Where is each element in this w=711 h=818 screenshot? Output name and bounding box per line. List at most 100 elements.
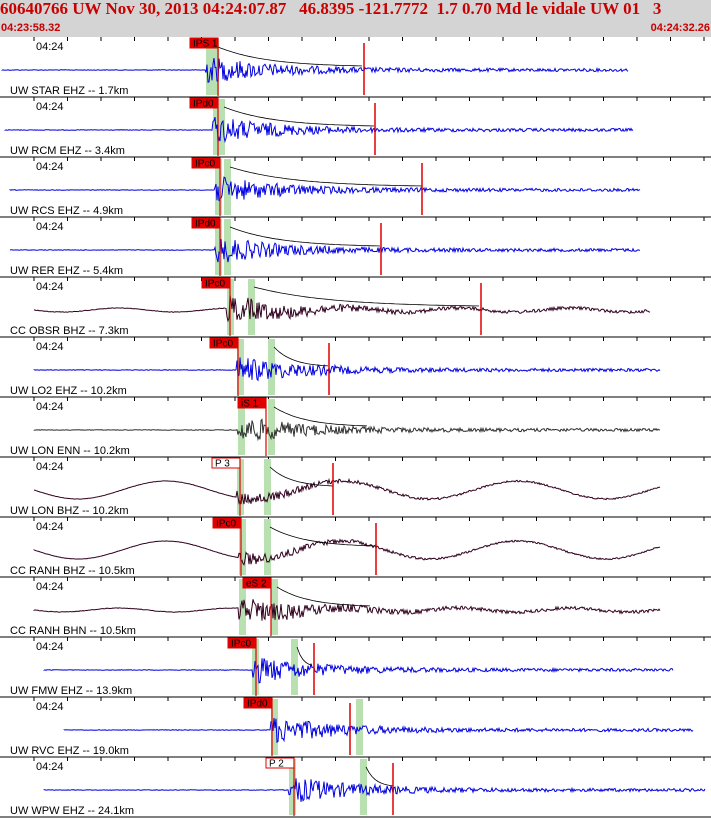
trace-panel[interactable]: iS 1 04:24 UW LON ENN -- 10.2km bbox=[0, 397, 711, 458]
coda-decay-curve bbox=[269, 466, 334, 487]
trace-panel[interactable]: IPd0 04:24 UW RCM EHZ -- 3.4km bbox=[0, 97, 711, 158]
coda-decay-curve bbox=[229, 166, 423, 187]
s-window bbox=[360, 759, 367, 815]
time-label: 04:24 bbox=[36, 221, 64, 233]
time-ticks bbox=[33, 697, 705, 701]
waveform bbox=[43, 778, 706, 802]
coda-decay-curve bbox=[217, 46, 362, 67]
s-window bbox=[248, 279, 255, 335]
time-label: 04:24 bbox=[36, 521, 64, 533]
phase-pick[interactable]: eS 2 bbox=[242, 577, 272, 636]
waveform bbox=[33, 295, 651, 323]
phase-pick[interactable]: iS 1 bbox=[237, 397, 267, 456]
trace-panel[interactable]: IPc0 04:24 UW FMW EHZ -- 13.9km bbox=[0, 637, 711, 698]
time-ticks bbox=[33, 577, 705, 581]
time-label: 04:24 bbox=[36, 581, 64, 593]
station-label: UW RER EHZ -- 5.4km bbox=[10, 265, 123, 277]
event-title: 60640766 UW Nov 30, 2013 04:24:07.87 46.… bbox=[0, 0, 662, 18]
event-header: 60640766 UW Nov 30, 2013 04:24:07.87 46.… bbox=[0, 0, 711, 37]
waveform bbox=[63, 717, 694, 744]
trace-panel[interactable]: IPS 1 04:24 UW STAR EHZ -- 1.7km bbox=[0, 37, 711, 98]
phase-pick[interactable]: IPc0 bbox=[191, 157, 221, 216]
phase-pick[interactable]: IPd0 bbox=[191, 217, 221, 276]
time-label: 04:24 bbox=[36, 641, 64, 653]
station-label: UW RCM EHZ -- 3.4km bbox=[10, 145, 125, 157]
waveform bbox=[33, 599, 661, 621]
s-window bbox=[264, 459, 271, 515]
seismogram-plot[interactable]: IPS 1 04:24 UW STAR EHZ -- 1.7km IPd0 04:24 U… bbox=[0, 37, 711, 818]
station-label: CC OBSR BHZ -- 7.3km bbox=[10, 325, 129, 337]
coda-decay-curve bbox=[296, 646, 313, 666]
waveform bbox=[33, 538, 661, 566]
coda-decay-curve bbox=[273, 406, 368, 427]
time-label: 04:24 bbox=[36, 41, 64, 53]
phase-pick[interactable]: IPc0 bbox=[212, 517, 242, 576]
s-window bbox=[356, 699, 363, 755]
trace-panel[interactable]: P 3 04:24 UW LON BHZ -- 10.2km bbox=[0, 457, 711, 518]
time-label: 04:24 bbox=[36, 101, 64, 113]
time-ticks bbox=[33, 157, 705, 161]
phase-pick[interactable]: IPd0 bbox=[189, 97, 219, 156]
coda-decay-curve bbox=[269, 526, 375, 547]
time-ticks bbox=[33, 97, 705, 101]
p-window bbox=[206, 39, 213, 95]
phase-pick[interactable]: IPc0 bbox=[209, 337, 239, 396]
waveform bbox=[4, 116, 634, 144]
time-ticks bbox=[33, 757, 705, 761]
pick-label: IPc0 bbox=[195, 159, 215, 170]
station-label: UW WPW EHZ -- 24.1km bbox=[10, 805, 134, 817]
p-window bbox=[215, 219, 222, 275]
time-ticks bbox=[33, 397, 705, 401]
phase-pick[interactable]: IPc0 bbox=[201, 277, 231, 336]
coda-decay-curve bbox=[229, 226, 381, 247]
trace-panel[interactable]: P 2 04:24 UW WPW EHZ -- 24.1km bbox=[0, 757, 711, 818]
station-label: UW RCS EHZ -- 4.9km bbox=[10, 205, 123, 217]
time-label: 04:24 bbox=[36, 401, 64, 413]
phase-pick[interactable]: P 2 bbox=[265, 757, 295, 816]
station-label: CC RANH BHZ -- 10.5km bbox=[10, 565, 135, 577]
waveform bbox=[1, 58, 629, 83]
station-label: CC RANH BHN -- 10.5km bbox=[10, 625, 136, 637]
time-ticks bbox=[33, 457, 705, 461]
time-label: 04:24 bbox=[36, 341, 64, 353]
phase-pick[interactable]: IPS 1 bbox=[189, 37, 219, 96]
coda-decay-curve bbox=[253, 286, 480, 307]
waveform bbox=[9, 239, 640, 263]
time-ticks bbox=[33, 637, 705, 641]
pick-label: IPd0 bbox=[195, 219, 216, 230]
pick-label: IPS 1 bbox=[193, 39, 218, 50]
window-start-time: 04:23:58.32 bbox=[1, 22, 61, 34]
phase-pick[interactable]: IPd0 bbox=[243, 697, 273, 756]
trace-panel[interactable]: IPc0 04:24 CC RANH BHZ -- 10.5km bbox=[0, 517, 711, 578]
s-window bbox=[268, 399, 275, 455]
trace-panel[interactable]: IPd0 04:24 UW RVC EHZ -- 19.0km bbox=[0, 697, 711, 758]
s-window bbox=[224, 219, 231, 275]
pick-label: iS 1 bbox=[241, 399, 259, 410]
pick-label: IPc0 bbox=[231, 639, 251, 650]
trace-panel[interactable]: IPc0 04:24 CC OBSR BHZ -- 7.3km bbox=[0, 277, 711, 338]
p-window bbox=[239, 519, 246, 575]
station-label: UW LON BHZ -- 10.2km bbox=[10, 505, 129, 517]
station-label: UW FMW EHZ -- 13.9km bbox=[10, 685, 132, 697]
s-window bbox=[264, 519, 271, 575]
time-ticks bbox=[33, 337, 705, 341]
time-ticks bbox=[33, 277, 705, 281]
trace-panel[interactable]: IPc0 04:24 UW LO2 EHZ -- 10.2km bbox=[0, 337, 711, 398]
pick-label: IPc0 bbox=[213, 339, 233, 350]
trace-panel[interactable]: eS 2 04:24 CC RANH BHN -- 10.5km bbox=[0, 577, 711, 638]
time-label: 04:24 bbox=[36, 161, 64, 173]
pick-label: IPd0 bbox=[193, 99, 214, 110]
pick-label: P 3 bbox=[215, 459, 230, 470]
waveform bbox=[33, 477, 661, 505]
phase-pick[interactable]: IPc0 bbox=[227, 637, 257, 696]
waveform bbox=[9, 176, 641, 202]
trace-panel[interactable]: IPd0 04:24 UW RER EHZ -- 5.4km bbox=[0, 217, 711, 278]
pick-label: IPc0 bbox=[205, 279, 225, 290]
phase-pick[interactable]: P 3 bbox=[211, 457, 241, 516]
coda-decay-curve bbox=[276, 586, 371, 607]
trace-panel[interactable]: IPc0 04:24 UW RCS EHZ -- 4.9km bbox=[0, 157, 711, 218]
coda-decay-curve bbox=[273, 346, 329, 367]
waveform bbox=[33, 418, 661, 442]
coda-decay-curve bbox=[223, 106, 375, 127]
s-window bbox=[224, 159, 231, 215]
